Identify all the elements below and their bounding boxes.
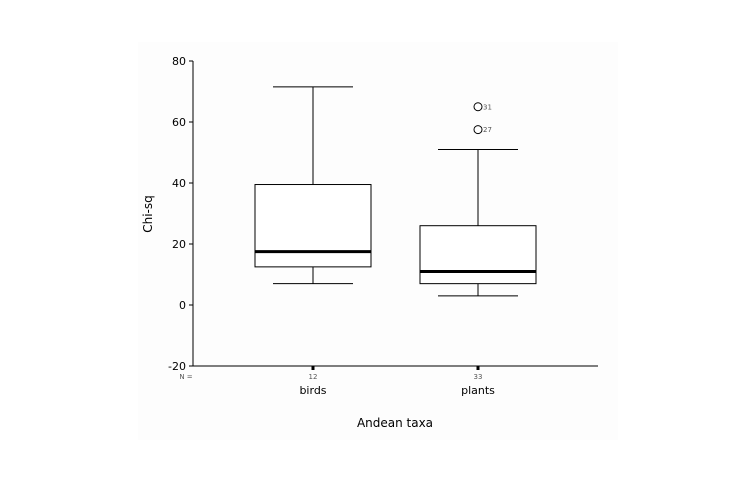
box-plants: 31 27 <box>419 102 537 297</box>
y-ticks: -20 0 20 40 60 80 <box>168 55 193 373</box>
y-tick-label: 80 <box>172 55 186 68</box>
outlier-label: 31 <box>483 103 492 111</box>
y-axis-title: Chi-sq <box>141 195 155 233</box>
y-tick-label: -20 <box>168 360 186 373</box>
box-birds <box>254 86 372 285</box>
outlier-point <box>473 125 483 135</box>
x-tick-mark <box>476 366 480 370</box>
iqr-box <box>254 184 372 268</box>
x-tick-mark <box>311 366 315 370</box>
y-tick-label: 40 <box>172 177 186 190</box>
x-axis-title: Andean taxa <box>357 416 433 430</box>
y-tick-label: 60 <box>172 116 186 129</box>
n-count-label: 12 <box>309 373 318 381</box>
x-category-label: birds <box>299 384 326 397</box>
boxes: 31 27 <box>254 86 537 297</box>
outlier-point <box>473 102 483 112</box>
axes <box>192 61 598 367</box>
y-tick-label: 0 <box>179 299 186 312</box>
outlier-label: 27 <box>483 126 492 134</box>
x-category-label: plants <box>461 384 495 397</box>
x-categories: 12 birds 33 plants <box>299 366 495 397</box>
n-prefix-label: N = <box>179 373 192 381</box>
plot-background <box>138 42 618 440</box>
y-tick-label: 20 <box>172 238 186 251</box>
iqr-box <box>419 225 537 285</box>
n-count-label: 33 <box>474 373 483 381</box>
